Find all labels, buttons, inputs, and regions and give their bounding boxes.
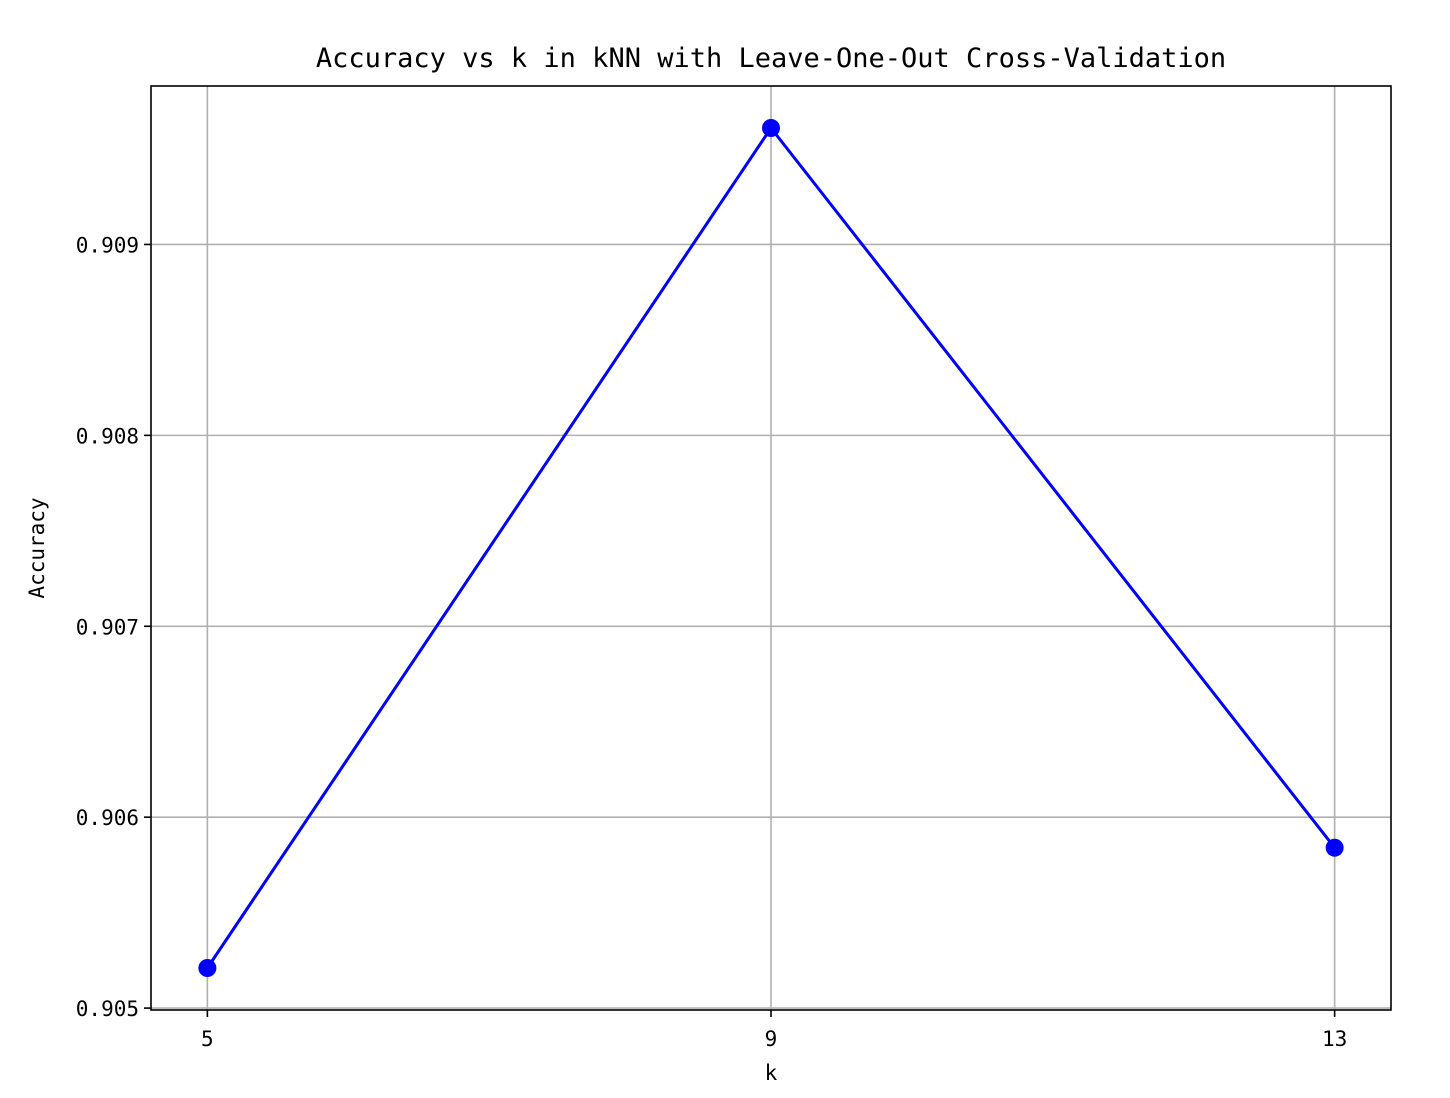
series-layer	[198, 119, 1344, 977]
y-tick-label: 0.907	[76, 615, 139, 639]
y-tick-label: 0.906	[76, 806, 139, 830]
x-tick-label: 13	[1322, 1027, 1347, 1051]
y-tick-label: 0.905	[76, 997, 139, 1021]
data-point-marker	[1325, 838, 1344, 857]
data-point-marker	[762, 119, 780, 137]
y-axis-label: Accuracy	[25, 497, 49, 598]
y-tick-label: 0.908	[76, 424, 139, 448]
x-axis-label: k	[765, 1061, 778, 1085]
y-tick-label: 0.909	[76, 233, 139, 257]
tick-layer: 5 9 13 0.905 0.906 0.907 0.908 0.909	[76, 233, 1348, 1051]
grid-lines	[151, 86, 1391, 1010]
data-point-marker	[198, 959, 217, 977]
x-tick-label: 9	[765, 1027, 778, 1051]
chart-title: Accuracy vs k in kNN with Leave-One-Out …	[316, 43, 1226, 74]
x-tick-label: 5	[201, 1027, 214, 1051]
